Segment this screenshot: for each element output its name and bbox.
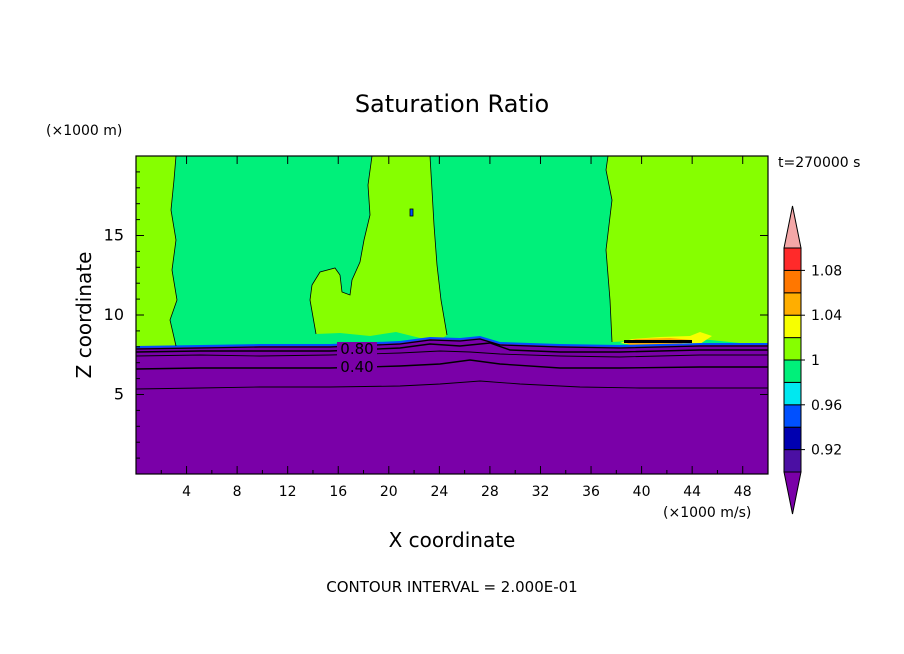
contour-line-0.40 (136, 359, 768, 370)
y-tick-label: 15 (104, 226, 124, 245)
contour-label-bg (337, 342, 377, 356)
y-unit-label: (×1000 m) (46, 123, 122, 139)
colorbar-swatch (783, 449, 802, 473)
contour-line-0.80 (136, 342, 768, 353)
colorbar-swatch (783, 247, 802, 271)
colorbar-tick-label: 1.04 (811, 308, 842, 324)
contour-line-interface (136, 350, 768, 358)
x-tick-label: 8 (233, 484, 242, 500)
colorbar-swatch (783, 337, 802, 361)
x-tick-label: 40 (633, 484, 651, 500)
chart-title: Saturation Ratio (355, 90, 549, 118)
colorbar: 0.92 0.96 1 1.04 1.08 (783, 205, 842, 515)
contour-label-bg (337, 360, 377, 374)
x-tick-label: 28 (481, 484, 499, 500)
y-tick-label: 5 (114, 385, 124, 404)
contour-line-center-patch (309, 156, 448, 336)
contour-labels: 0.800.40 (337, 340, 377, 376)
colorbar-tick-label: 0.96 (811, 398, 842, 414)
x-axis-title: X coordinate (389, 528, 516, 552)
contour-fill (136, 156, 768, 474)
contour-label: 0.40 (340, 358, 373, 376)
contour-line-boundary (136, 338, 768, 350)
x-tick-label: 32 (532, 484, 550, 500)
x-tick-label: 48 (734, 484, 752, 500)
region-left-lime-patch (136, 156, 177, 346)
colorbar-tick-label: 0.92 (811, 443, 842, 459)
colorbar-over-triangle (783, 205, 802, 249)
surface-line-feature (624, 340, 692, 343)
contour-label: 0.80 (340, 340, 373, 358)
colorbar-swatch (783, 292, 802, 316)
colorbar-swatch (783, 269, 802, 294)
x-tick-label: 12 (279, 484, 297, 500)
colorbar-under-triangle (783, 471, 802, 515)
time-label: t=270000 s (778, 155, 860, 171)
colorbar-swatch (783, 404, 802, 428)
colorbar-swatch (783, 381, 802, 406)
x-tick-label: 4 (182, 484, 191, 500)
y-tick-label: 10 (104, 305, 124, 324)
contour-line-right-patch (605, 156, 613, 343)
region-right-lime-patch (606, 156, 768, 346)
contour-line-lower (136, 380, 768, 390)
x-tick-label: 16 (329, 484, 347, 500)
colorbar-swatch (783, 314, 802, 339)
colorbar-tick-label: 1.08 (811, 263, 842, 279)
colorbar-tick-label: 1 (811, 353, 820, 369)
y-axis-title: Z coordinate (72, 252, 96, 379)
x-unit-label: (×1000 m/s) (663, 505, 751, 521)
colorbar-swatch (783, 359, 802, 383)
x-tick-label: 20 (380, 484, 398, 500)
y-ticks: 5 10 15 (104, 171, 768, 459)
footer-contour-interval: CONTOUR INTERVAL = 2.000E-01 (326, 578, 577, 596)
colorbar-swatch (783, 426, 802, 451)
x-tick-label: 36 (582, 484, 600, 500)
small-contour-cell (409, 208, 414, 217)
x-tick-label: 24 (430, 484, 448, 500)
x-ticks: 4 8 12 16 20 24 28 32 36 40 44 48 (160, 156, 752, 500)
contour-line-left-patch (169, 156, 178, 347)
x-tick-label: 44 (683, 484, 701, 500)
region-lower-layer (136, 338, 768, 474)
region-center-lime-patch (310, 156, 447, 340)
